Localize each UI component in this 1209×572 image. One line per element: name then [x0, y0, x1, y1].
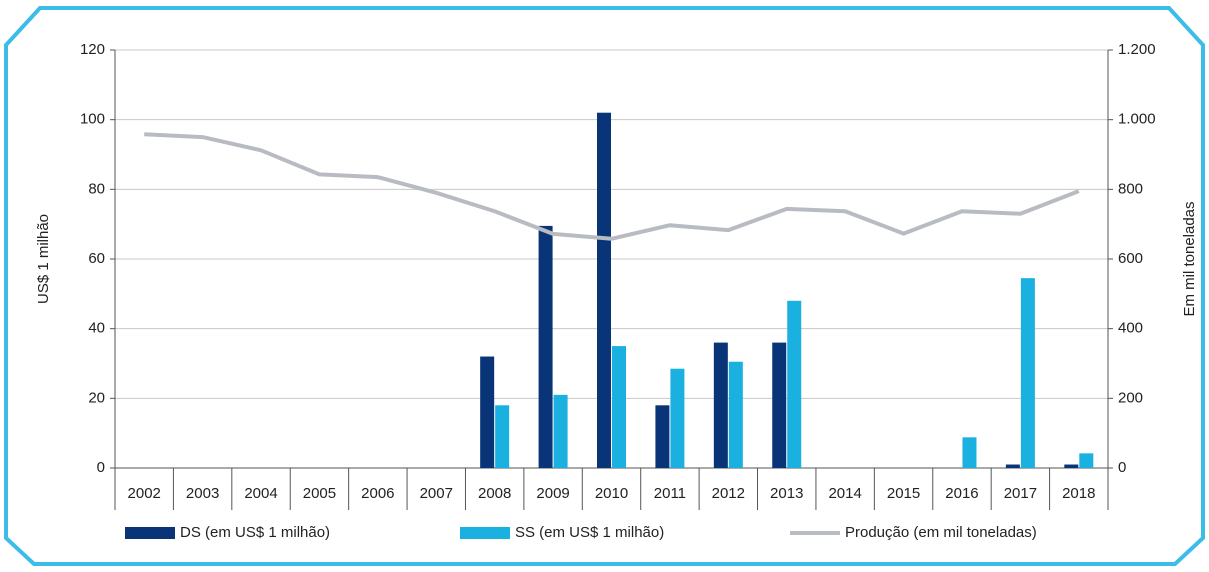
bar: [597, 112, 611, 468]
line: [144, 132, 1080, 241]
bar: [612, 346, 626, 468]
y2-tick-label: 600: [1118, 250, 1143, 267]
bar: [655, 405, 670, 468]
x-tick-label: 2004: [244, 485, 277, 502]
x-tick-label: 2016: [945, 485, 978, 502]
x-tick-label: 2008: [478, 485, 511, 502]
x-tick-label: 2010: [595, 485, 628, 502]
y-tick-label: 40: [88, 320, 105, 337]
bar: [728, 361, 743, 468]
x-tick-label: 2015: [887, 485, 920, 502]
bar: [495, 405, 510, 468]
legend-label: SS (em US$ 1 milhão): [515, 524, 664, 541]
x-tick-label: 2012: [712, 485, 745, 502]
x-tick-label: 2005: [303, 485, 336, 502]
x-tick-label: 2018: [1062, 485, 1095, 502]
legend-label: Produção (em mil toneladas): [845, 524, 1037, 541]
bar: [787, 300, 802, 468]
y2-axis-label: Em mil toneladas: [1181, 201, 1198, 316]
x-tick-label: 2013: [770, 485, 803, 502]
x-tick-label: 2003: [186, 485, 219, 502]
y-tick-label: 20: [88, 389, 105, 406]
bar: [538, 225, 553, 468]
x-tick-label: 2014: [828, 485, 861, 502]
y-tick-label: 120: [80, 41, 105, 58]
x-tick-label: 2002: [128, 485, 161, 502]
y2-tick-label: 400: [1118, 320, 1143, 337]
legend-swatch: [125, 527, 175, 539]
y2-tick-label: 800: [1118, 180, 1143, 197]
bar: [1079, 453, 1094, 468]
y2-tick-label: 0: [1118, 459, 1126, 476]
bar: [713, 342, 728, 468]
legend-swatch: [460, 527, 510, 539]
frame: [3, 6, 1205, 566]
x-tick-label: 2017: [1004, 485, 1037, 502]
x-tick-label: 2006: [361, 485, 394, 502]
bar: [1020, 278, 1035, 468]
bar: [772, 342, 787, 468]
y-tick-label: 60: [88, 250, 105, 267]
x-tick-label: 2007: [420, 485, 453, 502]
bar: [1064, 464, 1079, 468]
y2-tick-label: 1.000: [1118, 111, 1156, 128]
bar: [553, 394, 568, 468]
bar: [1005, 464, 1020, 468]
y2-tick-label: 200: [1118, 389, 1143, 406]
bar: [480, 356, 495, 468]
bar: [670, 368, 685, 468]
y-tick-label: 0: [97, 459, 105, 476]
y-tick-label: 80: [88, 180, 105, 197]
y2-tick-label: 1.200: [1118, 41, 1156, 58]
bar: [962, 437, 977, 468]
legend-label: DS (em US$ 1 milhão): [180, 524, 330, 541]
y-axis-label: US$ 1 milhão: [35, 214, 52, 304]
y-tick-label: 100: [80, 111, 105, 128]
x-tick-label: 2011: [654, 485, 686, 502]
x-tick-label: 2009: [536, 485, 569, 502]
